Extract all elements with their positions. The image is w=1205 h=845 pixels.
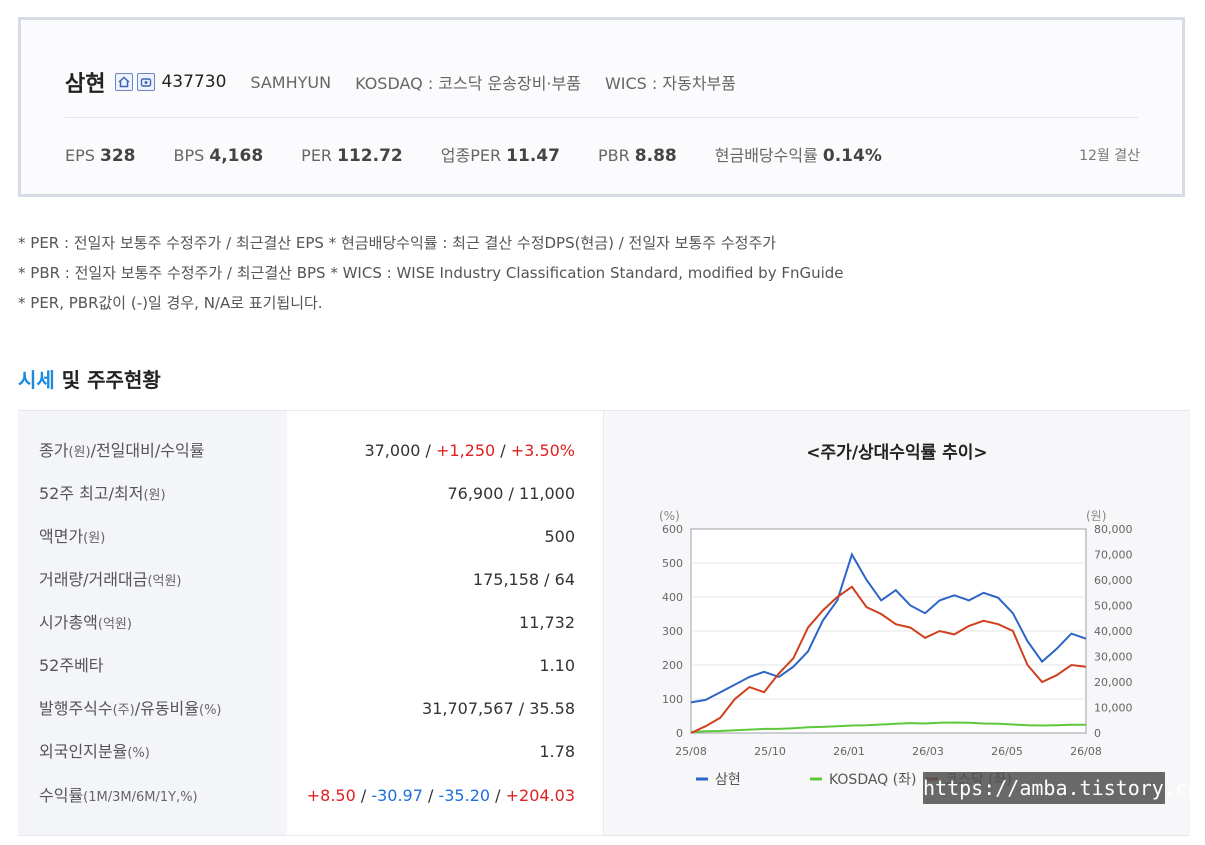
table-row: 종가(원)/전일대비/수익률 37,000 / +1,250 / +3.50%: [18, 429, 603, 472]
x-tick-label: 25/10: [754, 745, 786, 758]
company-name: 삼현: [65, 72, 106, 97]
table-row: 액면가(원) 500: [18, 515, 603, 558]
row-value: 76,900 / 11,000: [447, 484, 575, 503]
price-chart: (%) (원) 600 500 400 300 200 100 0 80,000 70,000 60,…: [659, 509, 1133, 788]
stat-per: PER 112.72: [301, 146, 403, 166]
table-row: 52주베타 1.10: [18, 644, 603, 687]
x-tick-label: 26/08: [1070, 745, 1102, 758]
left-tick-label: 300: [662, 625, 683, 638]
row-value: 1.10: [539, 656, 575, 675]
settlement-month: 12월 결산: [1079, 148, 1140, 164]
right-tick-label: 0: [1094, 727, 1101, 740]
row-label: 52주 최고/최저(원): [39, 484, 166, 503]
left-axis-unit: (%): [659, 509, 680, 523]
row-label: 52주베타: [39, 656, 104, 675]
divider: [18, 410, 1190, 411]
row-label: 시가총액(억원): [39, 613, 132, 632]
company-header: 삼현 437730 SAMHYUN KOSDAQ : 코스닥 운송장비·부품 W…: [65, 66, 736, 98]
left-tick-label: 500: [662, 557, 683, 570]
x-tick-label: 26/01: [833, 745, 865, 758]
stat-sector-per: 업종PER 11.47: [440, 146, 560, 166]
stock-code: 437730: [161, 72, 227, 92]
phone-icon[interactable]: [137, 73, 156, 91]
row-value: 1.78: [539, 742, 575, 761]
series-line: [690, 721, 1086, 733]
stat-dividend-yield: 현금배당수익률 0.14%: [714, 146, 882, 166]
chart-panel: <주가/상대수익률 추이> (%) (원) 600 500 400 300 200 100 0 8…: [604, 411, 1190, 835]
row-label: 액면가(원): [39, 527, 106, 546]
table-value-column: [287, 411, 604, 835]
table-row: 거래량/거래대금(억원) 175,158 / 64: [18, 558, 603, 601]
row-label: 외국인지분율(%): [39, 742, 150, 761]
footnote-per: * PER : 전일자 보통주 수정주가 / 최근결산 EPS * 현금배당수익…: [18, 234, 777, 252]
wics-info: WICS : 자동차부품: [604, 74, 736, 93]
row-label: 발행주식수(주)/유동비율(%): [39, 699, 222, 718]
row-label: 수익률(1M/3M/6M/1Y,%): [39, 786, 198, 805]
left-tick-label: 0: [676, 727, 683, 740]
row-value: 11,732: [519, 613, 575, 632]
company-summary-panel: 삼현 437730 SAMHYUN KOSDAQ : 코스닥 운송장비·부품 W…: [18, 17, 1185, 197]
series-line: [690, 585, 1087, 734]
home-icon[interactable]: [115, 73, 134, 91]
section-title: 시세 및 주주현황: [18, 368, 161, 392]
right-tick-label: 20,000: [1094, 676, 1133, 689]
right-tick-label: 50,000: [1094, 600, 1133, 613]
x-tick-label: 26/03: [912, 745, 944, 758]
right-tick-label: 60,000: [1094, 574, 1133, 587]
divider: [18, 835, 1190, 836]
stat-pbr: PBR 8.88: [597, 146, 677, 166]
x-tick-label: 25/08: [675, 745, 707, 758]
right-tick-label: 30,000: [1094, 651, 1133, 664]
divider: [65, 117, 1138, 118]
table-row: 52주 최고/최저(원) 76,900 / 11,000: [18, 472, 603, 515]
row-label: 종가(원)/전일대비/수익률: [39, 441, 205, 460]
row-value: 175,158 / 64: [472, 570, 575, 589]
right-axis-unit: (원): [1086, 509, 1106, 523]
footnote-na: * PER, PBR값이 (-)일 경우, N/A로 표기됩니다.: [18, 294, 323, 312]
row-value: 500: [544, 527, 575, 546]
legend-label: 삼현: [715, 772, 741, 788]
valuation-stats: EPS 328 BPS 4,168 PER 112.72 업종PER 11.47…: [65, 142, 920, 166]
chart-title: <주가/상대수익률 추이>: [806, 443, 988, 463]
row-value: 31,707,567 / 35.58: [422, 699, 575, 718]
left-tick-label: 400: [662, 591, 683, 604]
table-row: 시가총액(억원) 11,732: [18, 601, 603, 644]
table-row: 수익률(1M/3M/6M/1Y,%) +8.50 / -30.97 / -35.…: [18, 774, 603, 817]
table-row: 발행주식수(주)/유동비율(%) 31,707,567 / 35.58: [18, 687, 603, 730]
english-name: SAMHYUN: [250, 72, 332, 92]
right-tick-label: 40,000: [1094, 625, 1133, 638]
footnotes: * PER : 전일자 보통주 수정주가 / 최근결산 EPS * 현금배당수익…: [18, 228, 844, 318]
series-line: [690, 552, 1087, 704]
right-tick-label: 70,000: [1094, 549, 1133, 562]
legend-label: KOSDAQ (좌): [829, 772, 916, 788]
row-value: +8.50 / -30.97 / -35.20 / +204.03: [306, 786, 575, 805]
left-tick-label: 200: [662, 659, 683, 672]
row-label: 거래량/거래대금(억원): [39, 570, 182, 589]
table-row: 외국인지분율(%) 1.78: [18, 730, 603, 773]
right-tick-label: 10,000: [1094, 702, 1133, 715]
x-tick-label: 26/05: [991, 745, 1023, 758]
table-label-column: [18, 411, 287, 835]
right-tick-label: 80,000: [1094, 523, 1133, 536]
watermark: https://amba.tistory.com: [923, 772, 1205, 804]
stat-eps: EPS 328: [65, 146, 136, 166]
stat-bps: BPS 4,168: [173, 146, 264, 166]
row-value: 37,000 / +1,250 / +3.50%: [364, 441, 575, 460]
footnote-pbr: * PBR : 전일자 보통주 수정주가 / 최근결산 BPS * WICS :…: [18, 264, 844, 282]
market-info: KOSDAQ : 코스닥 운송장비·부품: [355, 74, 581, 93]
left-tick-label: 100: [662, 693, 683, 706]
left-tick-label: 600: [662, 523, 683, 536]
